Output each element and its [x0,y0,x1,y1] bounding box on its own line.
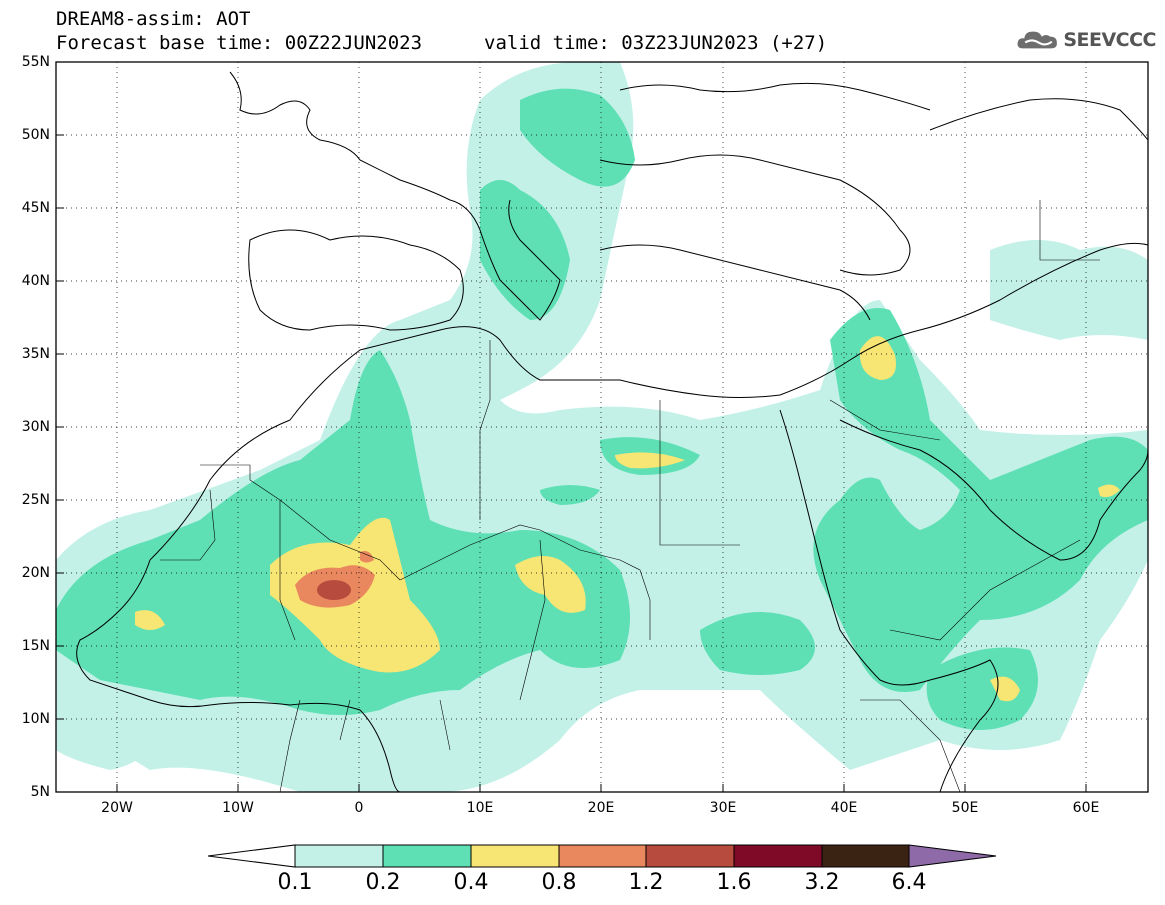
colorbar-label: 0.1 [277,870,313,895]
colorbar-label: 1.2 [628,870,664,895]
colorbar-label: 0.2 [365,870,401,895]
lon-label: 0 [354,800,364,816]
colorbar-label: 6.4 [891,870,927,895]
colorbar-label: 0.4 [453,870,489,895]
colorbar-segment-1 [294,844,384,868]
lon-label: 20E [587,800,615,816]
logo-text: SEEVCCC [1063,29,1156,51]
map-title: DREAM8-assim: AOT [56,8,251,30]
lat-label: 15N [21,638,50,654]
colorbar-segment-6 [733,844,823,868]
lat-label: 35N [21,346,50,362]
cloud-icon [1017,31,1057,49]
lat-label: 10N [21,711,50,727]
colorbar-segment-7 [821,844,910,868]
colorbar-label: 3.2 [804,870,840,895]
colorbar-label: 0.8 [541,870,577,895]
lon-label: 60E [1072,800,1100,816]
lat-label: 20N [21,565,50,581]
lon-label: 40E [830,800,858,816]
colorbar-under [207,844,296,868]
tick-marks [56,61,1087,792]
lat-label: 40N [21,273,50,289]
forecast-base-time: Forecast base time: 00Z22JUN2023 [56,32,423,54]
colorbar-over [908,844,997,868]
colorbar-segment-3 [470,844,560,868]
country-borders [160,200,1100,792]
lon-label: 20W [101,800,133,816]
lon-label: 30E [709,800,737,816]
grid-lines [56,62,1148,792]
lat-label: 45N [21,200,50,216]
colorbar-segment-2 [382,844,472,868]
colorbar-label: 1.6 [716,870,752,895]
aot-level-1.2 [317,580,351,600]
lat-label: 30N [21,419,50,435]
valid-time: valid time: 03Z23JUN2023 (+27) [484,32,828,54]
colorbar-segment-5 [645,844,735,868]
lat-label: 55N [21,54,50,70]
lat-label: 5N [30,784,50,800]
colorbar [207,844,997,868]
lat-label: 50N [21,127,50,143]
coastlines [76,71,1148,792]
lon-label: 10E [466,800,494,816]
lon-label: 50E [951,800,979,816]
lat-label: 25N [21,492,50,508]
seevccc-logo: SEEVCCC [1016,22,1156,58]
colorbar-segment-4 [558,844,647,868]
lon-label: 10W [222,800,254,816]
